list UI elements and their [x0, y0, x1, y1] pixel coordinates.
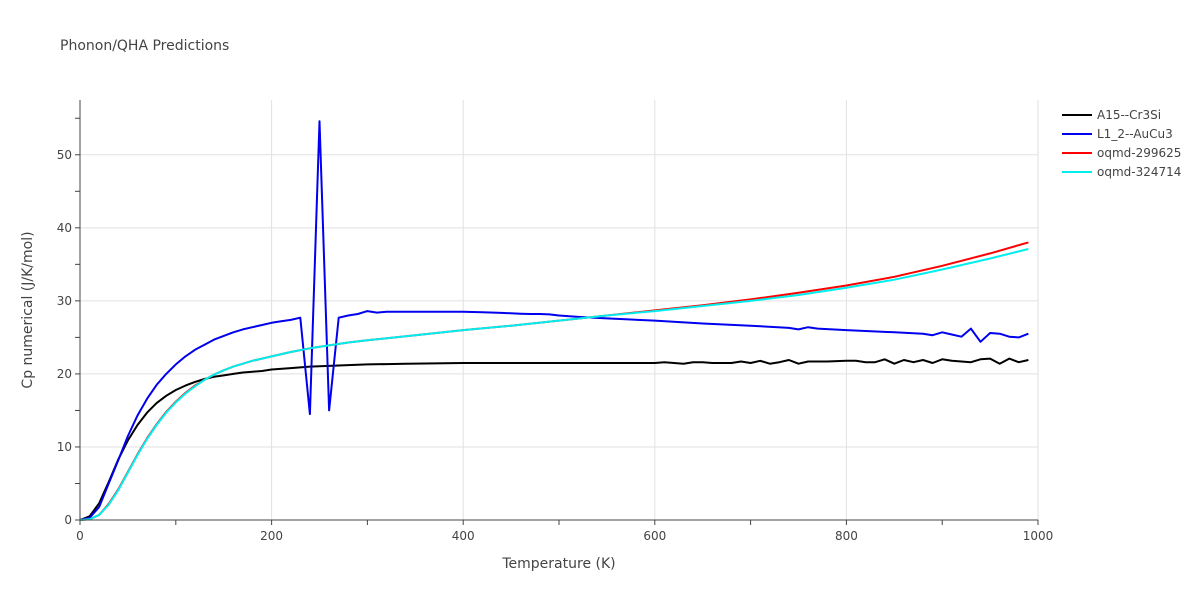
x-tick-label: 800	[835, 529, 858, 543]
x-tick-label: 1000	[1023, 529, 1054, 543]
grid-layer	[80, 100, 1039, 520]
y-tick-label: 0	[64, 513, 72, 527]
y-tick-label: 40	[57, 221, 72, 235]
y-axis-title: Cp numerical (J/K/mol)	[20, 231, 36, 388]
legend-label-1: L1_2--AuCu3	[1097, 127, 1173, 141]
y-tick-label: 30	[57, 294, 72, 308]
x-tick-label: 600	[643, 529, 666, 543]
x-tick-label: 200	[260, 529, 283, 543]
axis-layer: 0 200 400 600 800 1000 0 10 20 30 40 50	[57, 100, 1054, 543]
y-tick-label: 10	[57, 440, 72, 454]
series-line-0	[79, 357, 1029, 521]
legend-label-0: A15--Cr3Si	[1097, 108, 1161, 122]
series-line-2	[79, 241, 1029, 521]
series-line-1	[79, 120, 1029, 521]
series-layer	[79, 120, 1029, 521]
x-tick-label: 400	[452, 529, 475, 543]
series-line-3	[79, 248, 1029, 521]
x-axis-title: Temperature (K)	[501, 556, 615, 572]
y-tick-label: 50	[57, 148, 72, 162]
y-tick-label: 20	[57, 367, 72, 381]
legend-label-2: oqmd-299625	[1097, 146, 1181, 160]
x-tick-label: 0	[76, 529, 84, 543]
legend-label-3: oqmd-324714	[1097, 165, 1181, 179]
legend: A15--Cr3Si L1_2--AuCu3 oqmd-299625 oqmd-324…	[1062, 108, 1181, 179]
chart-title: Phonon/QHA Predictions	[60, 38, 229, 54]
